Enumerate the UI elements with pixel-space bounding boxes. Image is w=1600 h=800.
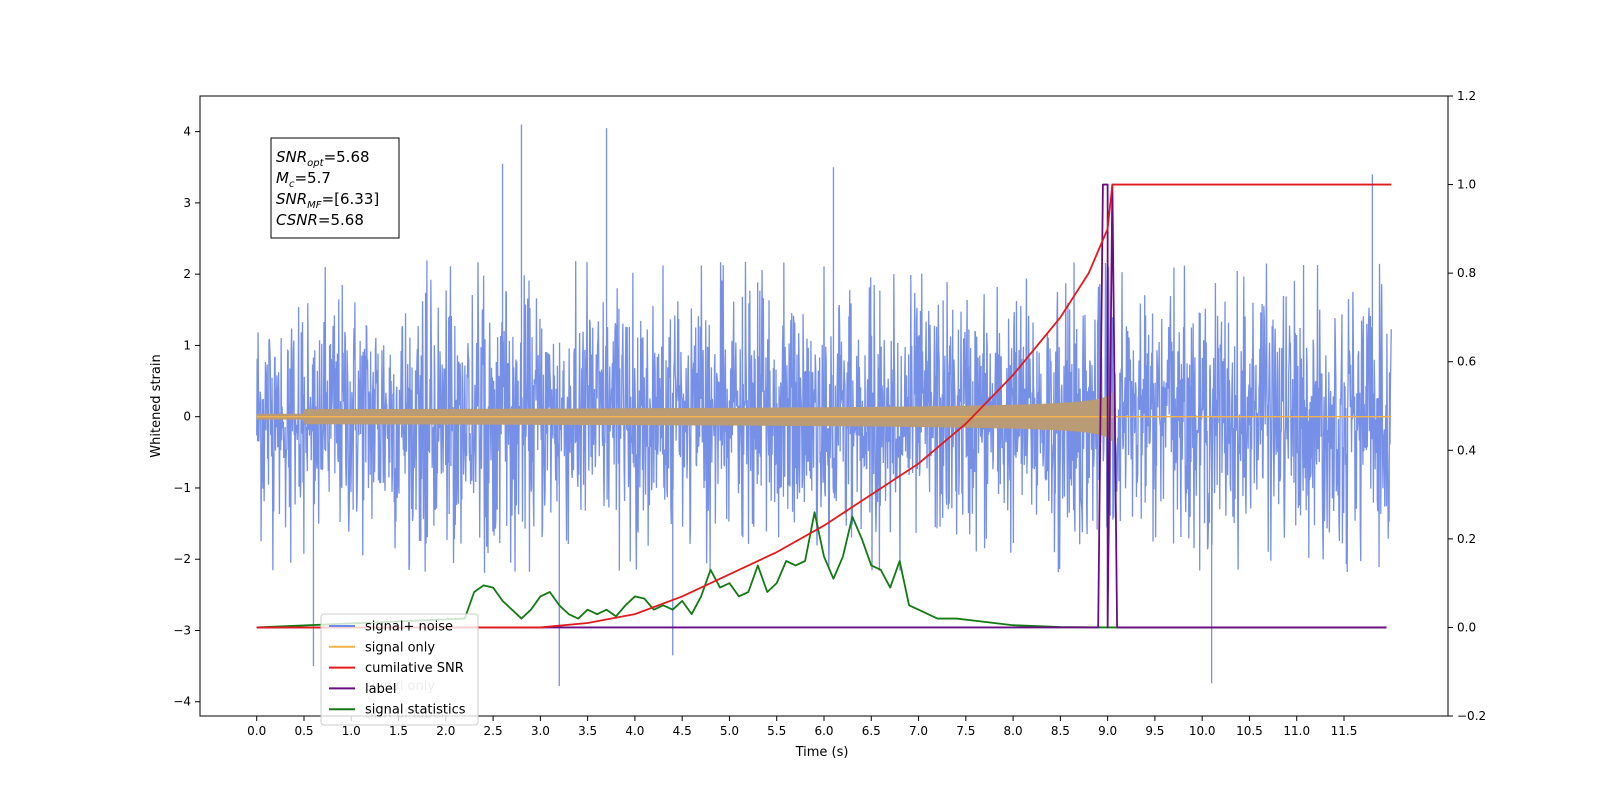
series-label xyxy=(256,183,1387,629)
series-signal-noise xyxy=(256,124,1392,687)
x-tick-label: 0.0 xyxy=(247,724,266,738)
annotation-line: Mc=5.7 xyxy=(276,169,331,190)
x-tick-label: 10.0 xyxy=(1189,724,1216,738)
plot-area xyxy=(256,124,1392,687)
x-tick-label: 3.5 xyxy=(578,724,597,738)
x-tick-label: 9.5 xyxy=(1145,724,1164,738)
annotation-line: CSNR=5.68 xyxy=(276,211,364,229)
y-tick-label: −3 xyxy=(173,623,191,637)
x-tick-label: 2.5 xyxy=(484,724,503,738)
x-tick-label: 0.5 xyxy=(294,724,313,738)
legend-label: cumilative SNR xyxy=(365,661,464,676)
series-signal-statistics xyxy=(256,511,1387,629)
legend-ghost-label: SNR of label xyxy=(365,707,444,722)
x-tick-label: 10.5 xyxy=(1236,724,1263,738)
legend-frame xyxy=(320,613,479,726)
right-tick-label: 0.4 xyxy=(1457,443,1476,457)
right-tick-label: −0.2 xyxy=(1457,709,1486,723)
y-tick-label: 0 xyxy=(183,410,191,424)
y-tick-label: −4 xyxy=(173,695,191,709)
x-tick-label: 5.5 xyxy=(767,724,786,738)
x-tick-label: 11.0 xyxy=(1283,724,1310,738)
x-tick-label: 6.5 xyxy=(862,724,881,738)
y-tick-label: 1 xyxy=(183,338,191,352)
x-tick-label: 8.0 xyxy=(1004,724,1023,738)
x-tick-label: 1.0 xyxy=(342,724,361,738)
right-tick-label: 0.6 xyxy=(1457,355,1476,369)
x-tick-label: 6.0 xyxy=(814,724,833,738)
legend-ghost-label: signal only xyxy=(365,679,435,694)
annotation-line: SNRopt=5.68 xyxy=(276,148,370,169)
y-tick-label: −2 xyxy=(173,552,191,566)
right-tick-label: 0.8 xyxy=(1457,266,1476,280)
x-axis-ticks: 0.0 0.5 1.0 1.5 2.0 2.5 3.0 3.5 4.0 4.5 5.0 5.5 6.0 6… xyxy=(247,716,1357,738)
legend-label: signal statistics xyxy=(365,703,466,718)
x-tick-label: 11.5 xyxy=(1331,724,1358,738)
y-tick-label: 4 xyxy=(183,125,191,139)
legend-label: signal+ noise xyxy=(365,620,453,635)
right-tick-label: 0.2 xyxy=(1457,532,1476,546)
x-tick-label: 3.0 xyxy=(531,724,550,738)
legend-label: label xyxy=(365,682,396,697)
x-tick-label: 4.5 xyxy=(673,724,692,738)
annotation-frame xyxy=(270,137,400,239)
x-tick-label: 7.0 xyxy=(909,724,928,738)
right-axis-ticks: 1.2 1.0 0.8 0.6 0.4 0.2 0.0 −0.2 xyxy=(1448,89,1486,723)
right-tick-label: 1.0 xyxy=(1457,178,1476,192)
x-tick-label: 7.5 xyxy=(956,724,975,738)
y-tick-label: 3 xyxy=(183,196,191,210)
legend-label: signal only xyxy=(365,640,435,655)
x-axis-label: Time (s) xyxy=(795,745,849,760)
right-tick-label: 1.2 xyxy=(1457,89,1476,103)
y-tick-label: −1 xyxy=(173,481,191,495)
y-tick-label: 2 xyxy=(183,267,191,281)
x-tick-label: 4.0 xyxy=(625,724,644,738)
x-tick-label: 8.5 xyxy=(1051,724,1070,738)
x-tick-label: 5.0 xyxy=(720,724,739,738)
y-axis-ticks: 4 3 2 1 0 −1 −2 −3 −4 xyxy=(173,125,200,709)
legend: signal+ noise signal only cumilative SNR la… xyxy=(320,613,479,726)
y-axis-label: Whitened strain xyxy=(149,354,164,457)
x-tick-label: 2.0 xyxy=(436,724,455,738)
x-tick-label: 1.5 xyxy=(389,724,408,738)
x-tick-label: 9.0 xyxy=(1098,724,1117,738)
series-group xyxy=(256,124,1392,687)
series-cumilative-snr xyxy=(256,183,1392,629)
annotation-line: SNRMF=[6.33] xyxy=(276,190,379,211)
right-tick-label: 0.0 xyxy=(1457,620,1476,634)
